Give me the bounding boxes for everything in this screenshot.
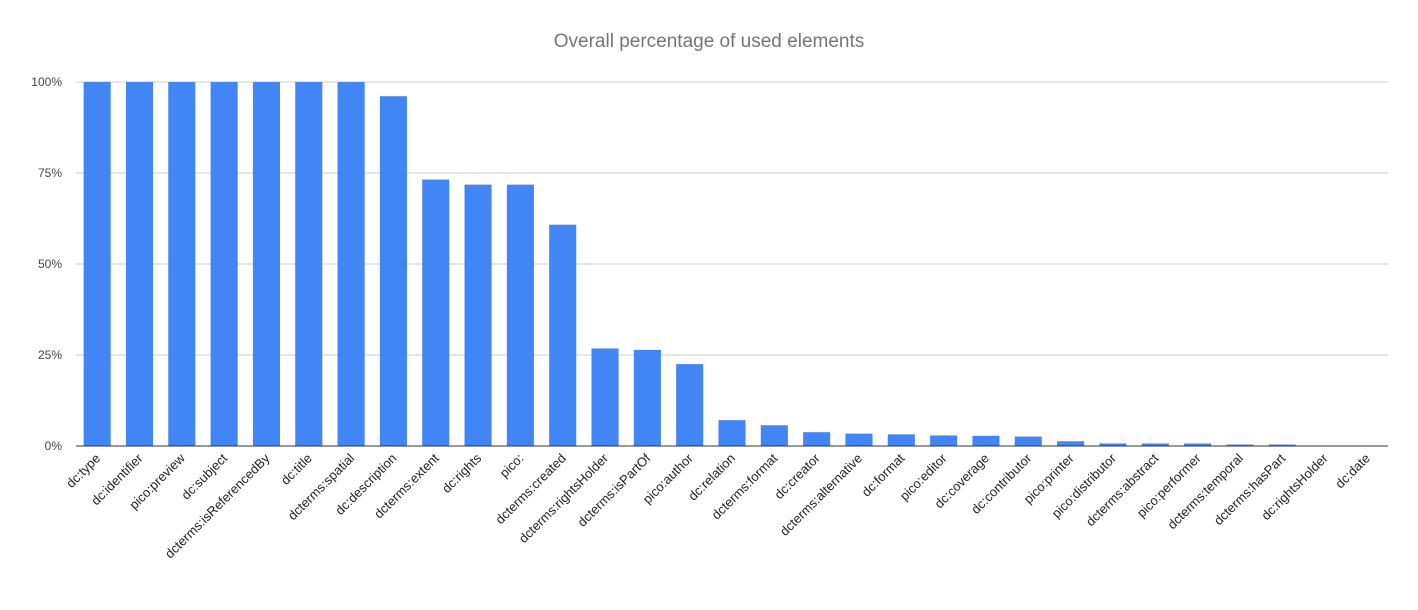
x-tick-label: dcterms:hasPart	[1211, 450, 1289, 528]
bar	[210, 82, 238, 446]
bar	[760, 425, 788, 446]
chart-title: Overall percentage of used elements	[553, 31, 865, 52]
bars	[83, 82, 1339, 447]
y-tick-label: 75%	[38, 166, 62, 180]
bar	[803, 432, 831, 446]
x-tick-label: dcterms:isPartOf	[574, 450, 653, 529]
bar	[1226, 444, 1254, 446]
bar	[295, 82, 323, 446]
bar	[930, 435, 958, 446]
x-tick-label: pico:	[496, 451, 526, 481]
bar	[1014, 436, 1042, 446]
gridlines	[76, 81, 1388, 356]
bar	[125, 82, 154, 446]
bar	[1268, 444, 1296, 446]
bar	[887, 434, 915, 446]
bar	[845, 433, 873, 446]
x-tick-label: dc:rights	[439, 450, 485, 496]
x-tick-label: dcterms:abstract	[1083, 450, 1162, 529]
x-tick-label: dc:type	[63, 451, 103, 491]
y-tick-label: 0%	[45, 439, 63, 453]
x-axis-ticks: dc:typedc:identifierpico:previewdc:subje…	[63, 450, 1373, 561]
bar	[422, 179, 450, 446]
bar	[591, 348, 619, 446]
bar	[252, 82, 280, 446]
bar	[337, 82, 365, 446]
bar	[549, 224, 577, 446]
x-tick-label: dc:title	[278, 451, 315, 488]
y-tick-label: 25%	[38, 348, 62, 362]
bar	[676, 364, 704, 446]
y-axis-ticks: 0% 25% 50% 75% 100%	[31, 75, 62, 453]
bar	[168, 82, 196, 446]
y-tick-label: 100%	[31, 75, 62, 89]
bar	[1141, 443, 1169, 446]
bar	[1184, 443, 1212, 446]
bar	[718, 420, 746, 446]
bar	[633, 349, 661, 446]
bar	[83, 82, 111, 446]
bar	[464, 184, 492, 446]
x-tick-label: dcterms:alternative	[777, 451, 865, 539]
bar	[506, 184, 534, 446]
y-tick-label: 50%	[38, 257, 62, 271]
bar	[1057, 441, 1085, 446]
bar	[379, 96, 407, 447]
bar	[972, 435, 1000, 446]
x-tick-label: dcterms:temporal	[1164, 450, 1246, 532]
x-tick-label: dc:date	[1332, 451, 1373, 492]
bar	[1099, 443, 1127, 446]
